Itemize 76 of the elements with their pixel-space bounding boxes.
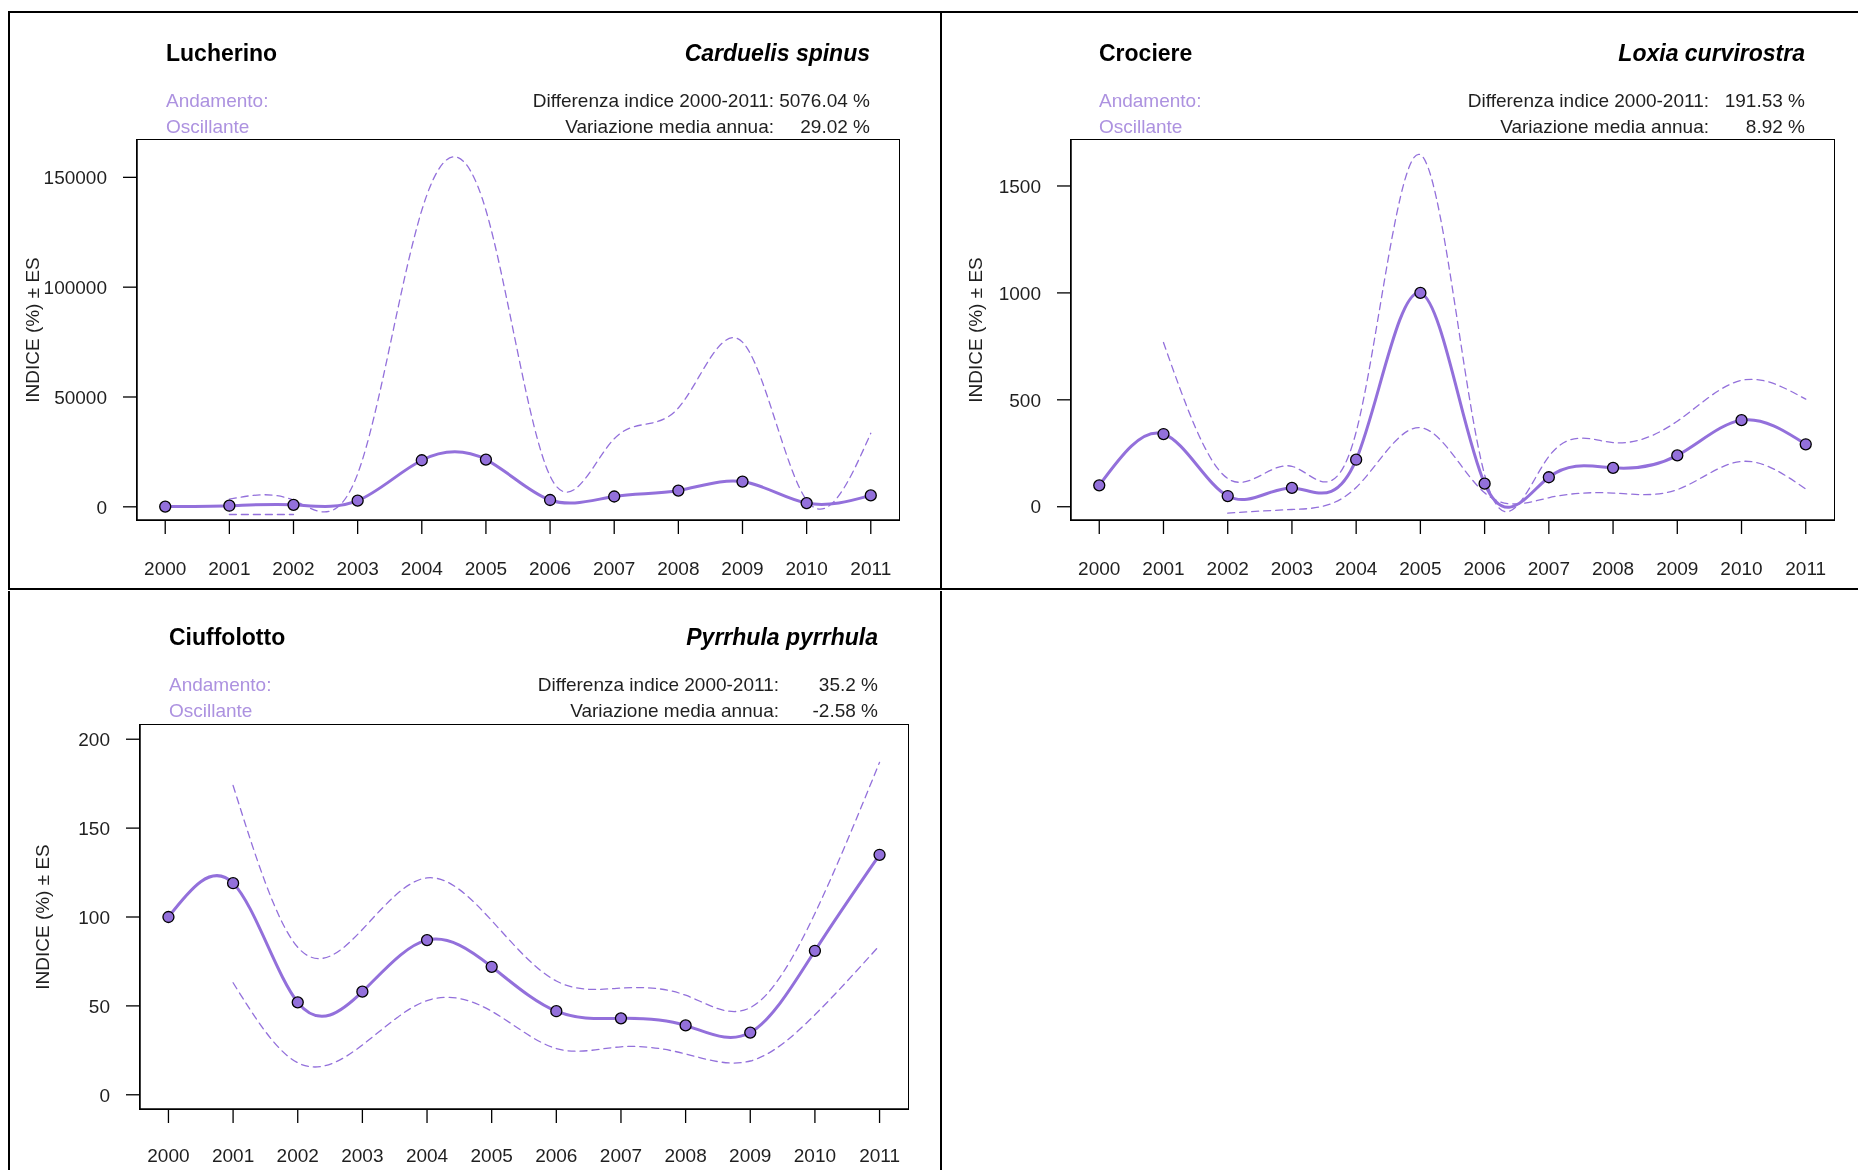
x-tick-label: 2004 <box>1335 558 1378 580</box>
y-tick-label: 200 <box>78 728 110 750</box>
x-tick-label: 2011 <box>1785 558 1827 580</box>
x-tick-label: 2010 <box>793 1145 837 1167</box>
text: Variazione media annua: <box>570 699 779 721</box>
chart-title: Crociere <box>1099 40 1193 66</box>
text: Andamento: <box>166 90 269 111</box>
text: 8.92 % <box>1745 115 1805 137</box>
y-tick-label: 50 <box>88 995 110 1017</box>
text: Oscillante <box>169 699 253 721</box>
y-tick-label: 0 <box>96 496 107 518</box>
y-tick-label: 150 <box>78 817 110 839</box>
x-tick-label: 2010 <box>1720 558 1763 580</box>
x-tick-label: 2000 <box>1078 558 1121 580</box>
text: Oscillante <box>1099 115 1183 137</box>
chart-title: Ciuffolotto <box>169 624 286 650</box>
x-tick-label: 2003 <box>341 1145 384 1167</box>
x-tick-label: 2006 <box>535 1145 578 1167</box>
y-tick-label: 0 <box>99 1084 110 1106</box>
x-tick-label: 2005 <box>464 558 508 580</box>
x-tick-label: 2001 <box>208 558 251 580</box>
y-axis-title: INDICE (%) ± ES <box>31 844 53 990</box>
text: -2.58 % <box>812 699 878 721</box>
chart-subtitle: Carduelis spinus <box>684 40 870 66</box>
y-tick-label: 100 <box>78 906 110 928</box>
x-tick-label: 2007 <box>593 558 636 580</box>
x-tick-label: 2010 <box>785 558 828 580</box>
y-tick-label: 150000 <box>43 167 107 189</box>
x-tick-label: 2007 <box>599 1145 643 1167</box>
x-tick-label: 2006 <box>1463 558 1506 580</box>
text: Variazione media annua: <box>565 115 774 137</box>
text: Differenza indice 2000-2011: <box>1467 90 1709 111</box>
x-tick-label: 2003 <box>336 558 379 580</box>
y-tick-label: 100000 <box>43 276 107 298</box>
chart-subtitle: Pyrrhula pyrrhula <box>686 624 878 650</box>
x-tick-label: 2009 <box>721 558 764 580</box>
text: Oscillante <box>166 115 250 137</box>
text: Andamento: <box>1099 90 1202 111</box>
y-tick-label: 50000 <box>54 386 107 408</box>
x-tick-label: 2008 <box>1591 558 1635 580</box>
text: Andamento: <box>169 674 272 695</box>
x-tick-label: 2008 <box>664 1145 707 1167</box>
x-tick-label: 2000 <box>147 1145 190 1167</box>
x-tick-label: 2001 <box>1142 558 1185 580</box>
x-tick-label: 2007 <box>1527 558 1570 580</box>
y-tick-label: 1500 <box>998 175 1041 197</box>
chart-subtitle: Loxia curvirostra <box>1618 40 1805 66</box>
text: 191.53 % <box>1724 90 1805 111</box>
chart-title: Lucherino <box>166 40 278 66</box>
x-tick-label: 2009 <box>729 1145 772 1167</box>
text: Variazione media annua: <box>1500 115 1709 137</box>
y-tick-label: 1000 <box>998 282 1041 304</box>
x-tick-label: 2008 <box>657 558 700 580</box>
y-tick-label: 500 <box>1009 389 1041 411</box>
text: 5076.04 % <box>779 90 870 111</box>
text: Differenza indice 2000-2011: <box>537 674 779 695</box>
x-tick-label: 2002 <box>276 1145 319 1167</box>
y-axis-title: INDICE (%) ± ES <box>21 257 43 403</box>
x-tick-label: 2002 <box>1206 558 1249 580</box>
x-tick-label: 2011 <box>850 558 892 580</box>
text: 35.2 % <box>818 674 878 695</box>
x-tick-label: 2005 <box>1399 558 1442 580</box>
x-tick-label: 2002 <box>272 558 315 580</box>
x-tick-label: 2006 <box>528 558 572 580</box>
text: 29.02 % <box>800 115 870 137</box>
x-tick-label: 2004 <box>405 1145 449 1167</box>
x-tick-label: 2001 <box>211 1145 255 1167</box>
y-axis-title: INDICE (%) ± ES <box>964 257 986 403</box>
x-tick-label: 2004 <box>400 558 444 580</box>
x-tick-label: 2005 <box>470 1145 513 1167</box>
x-tick-label: 2000 <box>144 558 187 580</box>
x-tick-label: 2009 <box>1656 558 1699 580</box>
x-tick-label: 2011 <box>859 1145 900 1167</box>
y-tick-label: 0 <box>1030 496 1041 518</box>
x-tick-label: 2003 <box>1270 558 1314 580</box>
text: Differenza indice 2000-2011: <box>532 90 774 111</box>
